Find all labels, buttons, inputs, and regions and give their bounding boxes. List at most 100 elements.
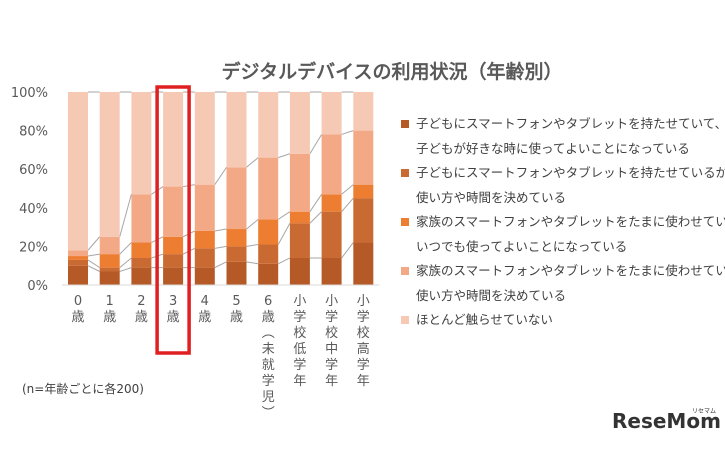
bar-segment [131,92,152,195]
legend-label: 家族のスマートフォンやタブレットをたまに使わせているが、いつでも使ってよいことに… [416,214,725,254]
bar-segment [99,267,120,272]
bar-segment [131,257,152,268]
bar-segment [99,92,120,237]
series-connector [119,242,132,255]
bar-segment [321,211,342,258]
y-tick-label: 0% [27,279,48,294]
bar-segment [99,254,120,268]
series-connector [119,257,132,269]
bar-segment [321,257,342,285]
series-connector [214,166,227,185]
y-axis: 0% 20% 40% 60% 80% 100% [11,86,48,294]
bar-segment [258,92,279,158]
bar-segment [321,134,342,195]
bar-segment [258,263,279,285]
bar-segment [321,92,342,135]
series-connector [341,130,354,135]
bar-segment [258,219,279,245]
bar-segment [289,257,310,285]
brand-logo: ReseMom リセマム [612,408,721,433]
bar-segment [289,211,310,224]
bar-segment [226,246,247,262]
bar-segment [353,184,374,199]
bar-segment [68,265,88,285]
bar-segment [226,167,247,230]
series-connector [309,194,323,212]
series-connector [87,259,100,269]
bar-segment [353,198,374,243]
bar-segment [258,157,279,220]
bar-segment [163,186,184,237]
bar-segment [226,229,247,247]
bar-segment [163,267,184,285]
series-connector [278,153,291,159]
series-connector [87,265,100,272]
bar-segment [194,92,215,185]
bar-segment [99,271,120,285]
connector-lines [87,91,354,272]
bar-segment [131,194,152,243]
legend-item: 子どもにスマートフォンやタブレットを持たせていて、子どもが好きな時に使ってよいこ… [401,116,725,156]
series-connector [341,184,354,195]
legend-swatch [401,169,409,177]
series-connector [119,267,132,272]
legend-label: 家族のスマートフォンやタブレットをたまに使わせているが、使い方や時間を決めている [416,263,725,303]
brand-sub: リセマム [692,408,716,415]
y-tick-label: 40% [19,202,48,217]
bar-segment [163,254,184,268]
series-connector [87,236,101,251]
bar-segment [194,184,215,231]
x-axis: 0 歳 1 歳 2 歳 3 歳 4 歳 5 歳 6 歳︵未就学児︶ 小学校低学年 小学校中学年 小学校高学年 [62,85,380,421]
bar-segment [289,223,310,258]
x-tick-label: 小学校低学年 [293,294,306,389]
series-connector [214,245,227,249]
y-tick-label: 60% [19,163,48,178]
bar-segment [194,248,215,268]
bar-segment [68,250,88,257]
y-tick-label: 20% [19,240,48,255]
bar-segment [68,92,88,251]
bar-segment [353,130,374,185]
series-connector [246,243,259,247]
legend-item: 家族のスマートフォンやタブレットをたまに使わせているが、使い方や時間を決めている [401,263,725,303]
series-connector [277,211,291,220]
x-tick-label: 小学校中学年 [325,294,338,389]
series-connector [87,253,100,257]
legend-swatch [401,120,409,128]
bar-segment [131,242,152,258]
bar-segment [289,92,310,154]
bar-segment [353,92,374,131]
series-connector [246,218,259,230]
chart-title: デジタルデバイスの利用状況（年齢別） [221,60,562,83]
legend-item: ほとんど触らせていない [401,312,553,327]
x-tick-label: 小学校高学年 [357,294,370,389]
bar-segment [226,261,247,285]
series-connector [277,222,291,245]
legend-item: 家族のスマートフォンやタブレットをたまに使わせているが、いつでも使ってよいことに… [401,214,725,254]
brand-name: ReseMom [612,409,721,433]
bar-segment [321,194,342,212]
bar-segment [163,92,184,187]
series-connector [341,197,354,212]
legend-swatch [401,267,409,275]
legend-label: 子どもにスマートフォンやタブレットを持たせていて、子どもが好きな時に使ってよいこ… [416,116,725,156]
x-tick-label: 6 歳︵未就学児︶ [262,294,275,421]
series-connector [214,228,227,232]
sample-note: (n=年齢ごとに各200) [22,381,144,396]
series-connector [119,194,132,237]
legend-label: ほとんど触らせていない [416,312,553,327]
bar-segment [68,256,88,260]
bar-segment [226,92,247,168]
series-connector [214,261,227,269]
highlight-box [155,85,191,355]
series-connector [246,261,259,265]
legend-swatch [401,218,409,226]
legend-label: 子どもにスマートフォンやタブレットを持たせているが、使い方や時間を決めている [416,165,725,205]
